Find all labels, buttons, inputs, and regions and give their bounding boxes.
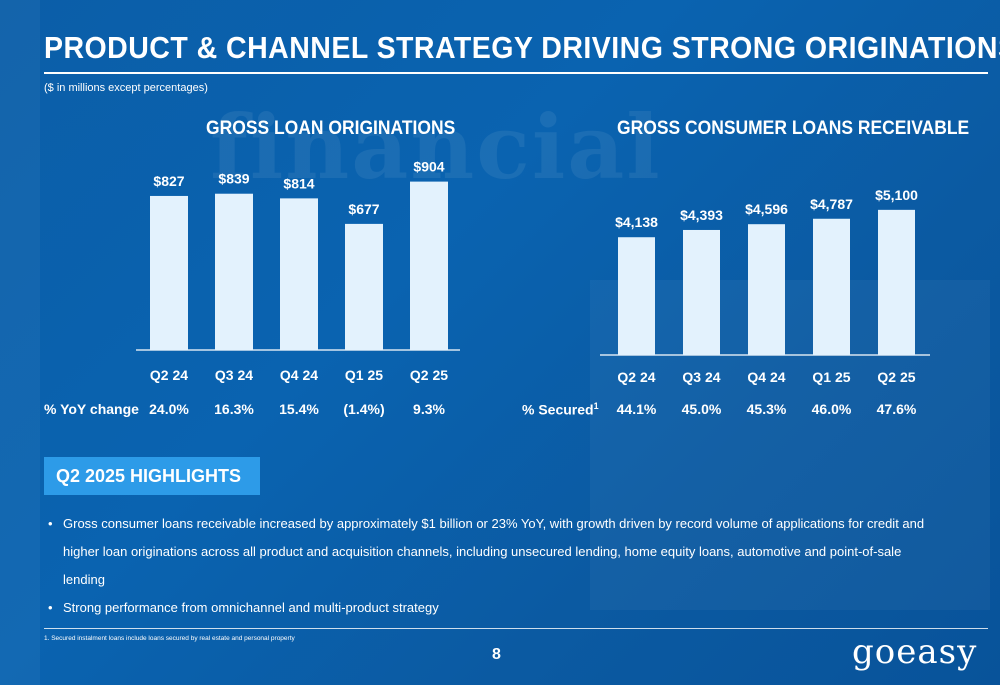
receivable-value-label: $4,787 [810, 196, 853, 212]
originations-value-label: $904 [413, 159, 444, 175]
chart-title-originations: GROSS LOAN ORIGINATIONS [206, 118, 456, 139]
receivable-row-value: 46.0% [811, 401, 852, 417]
highlights-heading: Q2 2025 HIGHLIGHTS [56, 466, 242, 486]
originations-category-label: Q2 25 [410, 367, 448, 383]
originations-value-label: $814 [283, 175, 314, 191]
receivable-row-value: 47.6% [876, 401, 917, 417]
secured-label-text: % Secured [522, 401, 594, 418]
highlights-heading-box [44, 457, 260, 495]
highlights-list: Gross consumer loans receivable increase… [44, 510, 944, 622]
originations-bar [215, 193, 253, 350]
receivable-row-value: 44.1% [616, 401, 657, 417]
receivable-value-label: $4,138 [615, 214, 658, 230]
footnote: 1. Secured instalment loans include loan… [44, 635, 295, 642]
receivable-bar [878, 209, 915, 355]
units-note: ($ in millions except percentages) [44, 82, 208, 94]
originations-value-label: $827 [153, 173, 184, 189]
yoy-change-label: % YoY change [44, 401, 139, 417]
background-stripe [0, 0, 40, 685]
originations-value-label: $677 [348, 201, 379, 217]
receivable-bar [683, 229, 720, 355]
originations-bar [150, 195, 188, 350]
receivable-category-label: Q4 24 [747, 369, 785, 385]
originations-row-value: 24.0% [149, 401, 189, 417]
originations-bar [410, 181, 448, 350]
receivable-value-label: $4,393 [680, 207, 723, 223]
receivable-bar [748, 224, 785, 355]
receivable-value-label: $5,100 [875, 187, 918, 203]
originations-bar [280, 198, 318, 350]
originations-category-label: Q2 24 [150, 367, 188, 383]
receivable-value-label: $4,596 [745, 201, 788, 217]
highlight-bullet: Strong performance from omnichannel and … [44, 594, 944, 622]
originations-row-value: 9.3% [413, 401, 445, 417]
originations-row-value: 15.4% [279, 401, 319, 417]
receivable-row-value: 45.0% [681, 401, 722, 417]
goeasy-logo: goeasy [852, 632, 978, 672]
originations-category-label: Q1 25 [345, 367, 383, 383]
originations-category-label: Q3 24 [215, 367, 253, 383]
originations-value-label: $839 [218, 171, 249, 187]
receivable-row-value: 45.3% [746, 401, 787, 417]
receivable-bar [618, 237, 655, 355]
receivable-category-label: Q2 24 [617, 369, 655, 385]
receivable-category-label: Q1 25 [812, 369, 850, 385]
originations-row-value: (1.4%) [343, 401, 385, 417]
footer-divider [44, 628, 988, 629]
receivable-category-label: Q3 24 [682, 369, 720, 385]
originations-row-value: 16.3% [214, 401, 254, 417]
title-divider [44, 72, 988, 74]
page-title: PRODUCT & CHANNEL STRATEGY DRIVING STRON… [44, 30, 1000, 65]
receivable-bar [813, 218, 850, 355]
secured-label: % Secured1 [522, 401, 599, 418]
originations-category-label: Q4 24 [280, 367, 318, 383]
highlight-bullet: Gross consumer loans receivable increase… [44, 510, 944, 594]
footnote-marker: 1 [593, 401, 599, 411]
page-number: 8 [492, 646, 501, 663]
chart-title-receivable: GROSS CONSUMER LOANS RECEIVABLE [617, 118, 970, 139]
originations-bar [345, 223, 383, 350]
receivable-category-label: Q2 25 [877, 369, 915, 385]
